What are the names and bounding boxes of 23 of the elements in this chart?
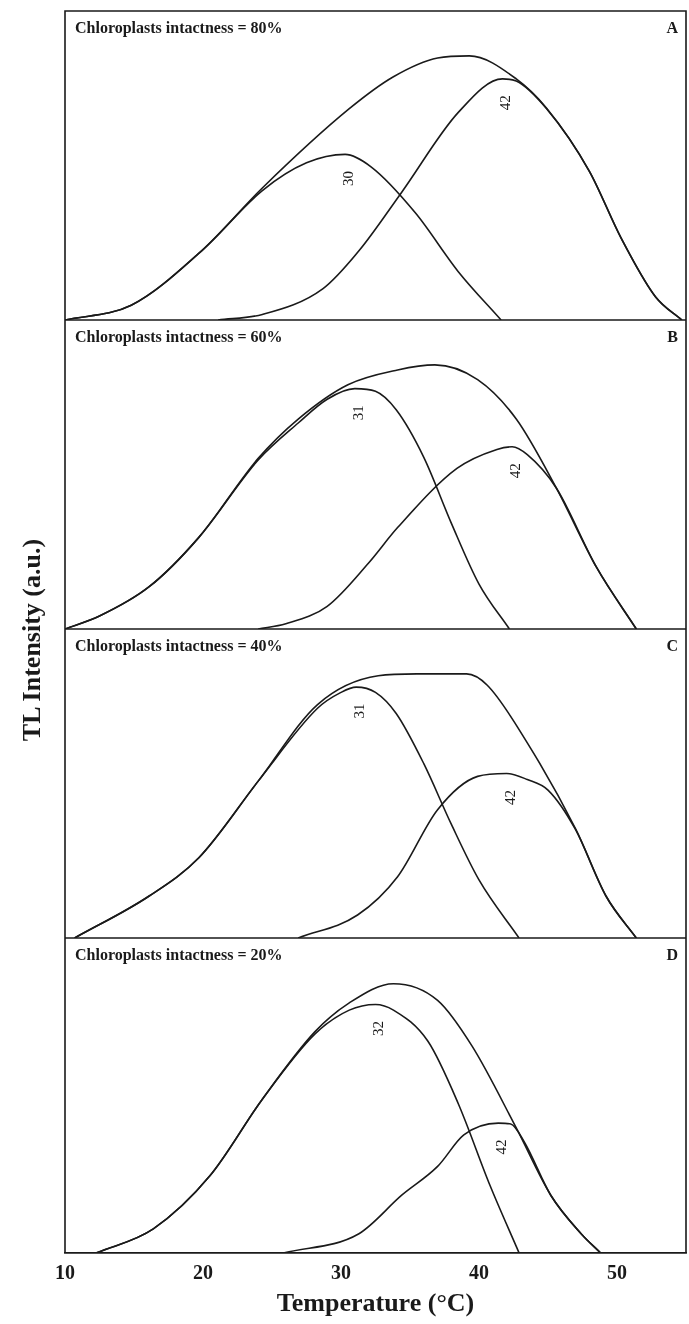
text: 42	[497, 95, 514, 111]
x-tick-label: 50	[607, 1260, 627, 1283]
x-axis-title: Temperature (°C)	[276, 1288, 475, 1318]
text: 32	[370, 1020, 387, 1036]
text: C	[666, 637, 678, 655]
text: B	[667, 328, 679, 346]
x-tick-label: 30	[331, 1260, 351, 1283]
text: 30	[340, 170, 357, 186]
x-tick-label: 20	[193, 1260, 213, 1283]
chart-title: Chloroplasts intactness = 60%	[75, 328, 283, 347]
chart-title: Chloroplasts intactness = 40%	[75, 637, 283, 656]
chart-title: Chloroplasts intactness = 20%	[75, 946, 283, 965]
text: 31	[349, 405, 366, 421]
x-tick-label: 10	[55, 1260, 75, 1283]
text: 31	[351, 703, 368, 719]
text: 42	[507, 463, 524, 479]
text: 42	[501, 789, 518, 805]
x-tick-label: 40	[469, 1260, 489, 1283]
text: D	[666, 946, 678, 964]
y-axis-title: TL Intensity (a.u.)	[17, 538, 47, 742]
text: 42	[493, 1139, 510, 1155]
text: A	[666, 19, 679, 37]
chart-title: Chloroplasts intactness = 80%	[75, 19, 283, 38]
